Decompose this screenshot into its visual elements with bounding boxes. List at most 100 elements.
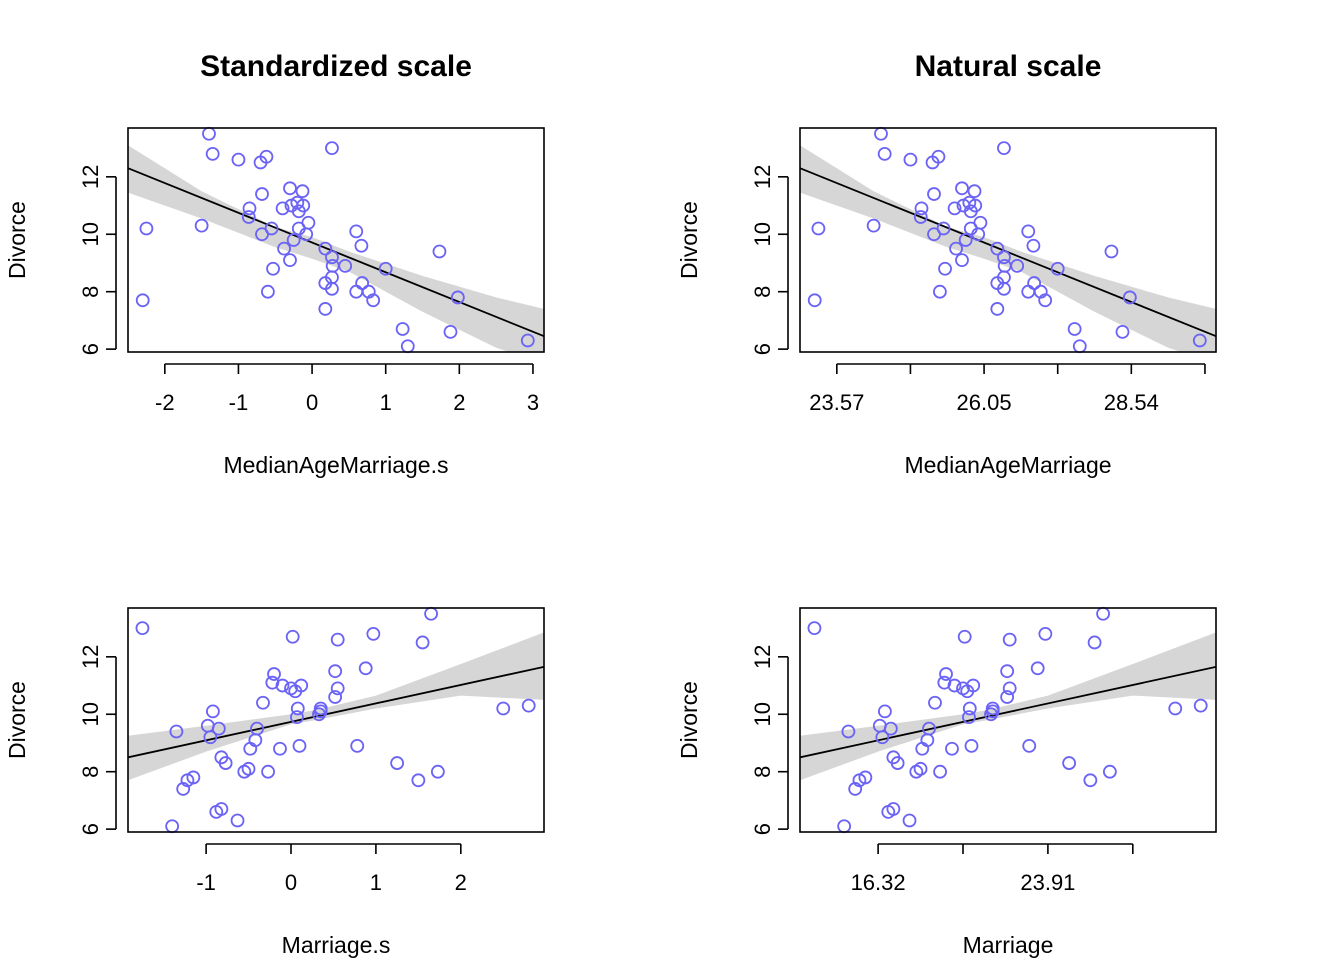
data-point (973, 215, 988, 230)
x-tick-label: 2 (455, 870, 467, 895)
x-axis-label: Marriage (963, 932, 1054, 958)
data-point (496, 701, 511, 716)
data-point (997, 281, 1011, 296)
data-point (243, 741, 258, 756)
data-point (296, 198, 311, 213)
data-point (1022, 738, 1037, 753)
x-tick-label: -1 (196, 870, 216, 895)
data-point (521, 698, 536, 713)
data-point (295, 184, 310, 199)
data-point (290, 701, 305, 716)
data-point (1050, 261, 1065, 276)
panel-title: Standardized scale (200, 50, 472, 83)
data-point (1104, 244, 1119, 259)
data-point (841, 724, 856, 739)
x-tick-label: 3 (527, 390, 539, 415)
data-point (957, 629, 972, 644)
data-point (807, 293, 822, 308)
data-point (962, 701, 977, 716)
data-point (848, 782, 863, 796)
data-point (283, 253, 297, 268)
data-point (866, 218, 881, 233)
data-point (256, 695, 270, 710)
data-point (928, 695, 942, 710)
y-axis-label: Divorce (4, 201, 30, 279)
data-point (964, 738, 979, 753)
plot-frame (799, 127, 1217, 353)
plot-marks: 16.32 23.91 6 8 10 12 (750, 606, 1217, 895)
data-point (139, 221, 154, 236)
data-point (450, 290, 465, 305)
data-point (242, 201, 257, 216)
data-point (1067, 322, 1082, 336)
data-point (968, 198, 983, 213)
data-point (1030, 661, 1045, 676)
x-axis-label: MedianAgeMarriage.s (223, 452, 448, 478)
y-tick-label: 8 (750, 286, 775, 298)
data-point (1038, 626, 1053, 641)
data-point (328, 690, 343, 704)
data-point (176, 782, 191, 796)
data-point (883, 721, 898, 736)
y-tick-label: 6 (78, 823, 103, 835)
plot-frame (127, 607, 545, 833)
data-point (231, 152, 246, 167)
data-point (205, 146, 220, 161)
confidence-band (128, 632, 544, 781)
data-point (913, 210, 928, 224)
data-point (325, 250, 339, 265)
data-point (877, 146, 892, 161)
data-point (811, 221, 826, 236)
data-point (255, 227, 269, 242)
data-point (967, 184, 982, 199)
data-point (169, 724, 184, 739)
data-point (294, 678, 309, 693)
data-point (958, 233, 973, 247)
data-point (358, 661, 373, 676)
data-point (990, 241, 1005, 256)
data-point (290, 710, 304, 725)
data-point (266, 261, 280, 276)
data-point (259, 149, 274, 164)
y-tick-label: 6 (78, 343, 103, 355)
y-axis-label: Divorce (4, 681, 30, 759)
y-tick-label: 6 (750, 343, 775, 355)
y-tick-label: 10 (750, 702, 775, 726)
data-point (275, 678, 290, 693)
data-point (265, 675, 280, 690)
plot-marks: 23.57 26.05 28.54 6 8 10 12 (750, 126, 1217, 415)
x-tick-label: 0 (306, 390, 318, 415)
data-point (1192, 333, 1207, 348)
data-point (520, 333, 535, 348)
data-point (415, 635, 430, 650)
x-tick-label: 23.57 (809, 390, 864, 415)
data-point (209, 804, 224, 819)
data-point (411, 773, 426, 788)
data-point (318, 241, 333, 256)
panel-natural-marriage: Divorce Marriage 16.32 23.91 6 8 10 12 (676, 606, 1217, 958)
data-point (430, 764, 445, 779)
data-point (338, 258, 353, 273)
data-point (997, 250, 1011, 265)
data-point (205, 704, 220, 719)
panel-title: Natural scale (915, 50, 1102, 83)
y-tick-label: 10 (78, 222, 103, 246)
data-point (938, 261, 952, 276)
y-tick-label: 10 (78, 702, 103, 726)
data-point (1000, 690, 1015, 704)
data-point (349, 224, 364, 239)
data-point (267, 667, 281, 681)
data-point (877, 704, 892, 719)
plot-frame (799, 607, 1217, 833)
data-point (927, 187, 941, 201)
confidence-band (800, 632, 1216, 781)
x-tick-label: 1 (370, 870, 382, 895)
x-tick-label: 1 (380, 390, 392, 415)
y-tick-label: 10 (750, 222, 775, 246)
data-point (318, 302, 333, 316)
data-point (1087, 635, 1102, 650)
data-point (275, 201, 290, 216)
data-point (881, 804, 896, 819)
data-point (325, 281, 339, 296)
